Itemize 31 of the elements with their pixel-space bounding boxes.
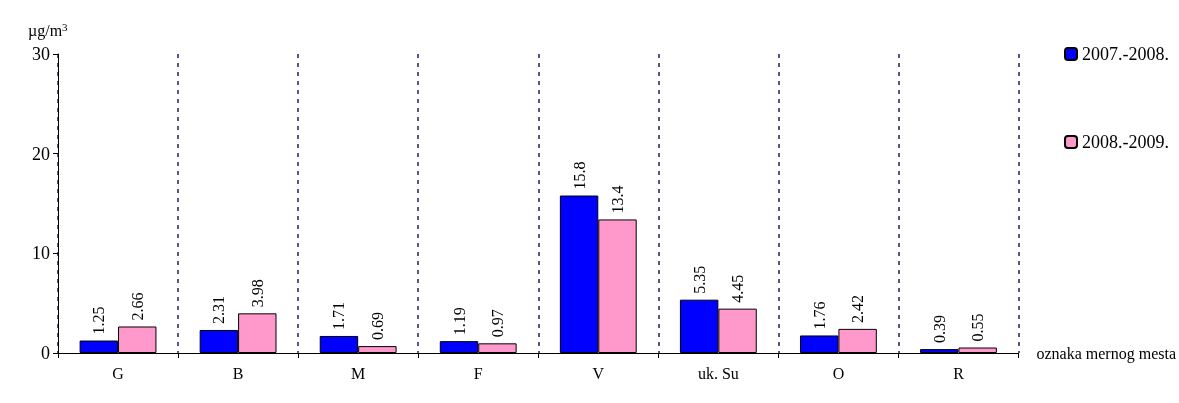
x-tick-label: M: [351, 364, 366, 382]
x-tick-label: O: [832, 364, 845, 382]
data-label: 15.8: [570, 161, 588, 190]
legend-label: 2007.-2008.: [1082, 44, 1170, 64]
data-label: 2.42: [849, 294, 867, 323]
data-label: 0.55: [969, 313, 987, 342]
x-tick-label: B: [232, 364, 244, 382]
data-label: 0.39: [930, 315, 948, 344]
x-axis-title: oznaka mernog mesta: [1036, 344, 1176, 363]
x-tick-label: R: [953, 364, 965, 382]
data-label: 1.25: [90, 306, 108, 335]
y-tick-label: 30: [32, 44, 50, 64]
x-tick-label: uk. Su: [697, 364, 739, 382]
data-label: 1.19: [450, 307, 468, 336]
data-label: 3.98: [248, 279, 266, 308]
y-tick-label: 10: [32, 243, 50, 264]
data-label: 1.71: [330, 301, 348, 330]
data-label: 4.45: [729, 274, 747, 303]
data-label: 2.31: [210, 295, 228, 324]
legend-label: 2008.-2009.: [1082, 132, 1170, 152]
x-tick-label: G: [112, 364, 125, 382]
data-label: 5.35: [690, 265, 708, 294]
data-label: 0.97: [488, 309, 506, 338]
data-label: 0.69: [368, 312, 386, 341]
y-tick-label: 20: [32, 143, 50, 164]
data-label: 2.66: [128, 292, 146, 321]
x-tick-label: V: [592, 364, 605, 382]
y-tick-label: 0: [41, 343, 50, 363]
data-label: 1.76: [810, 301, 828, 330]
data-label: 13.4: [608, 185, 626, 214]
x-tick-label: F: [473, 364, 483, 382]
